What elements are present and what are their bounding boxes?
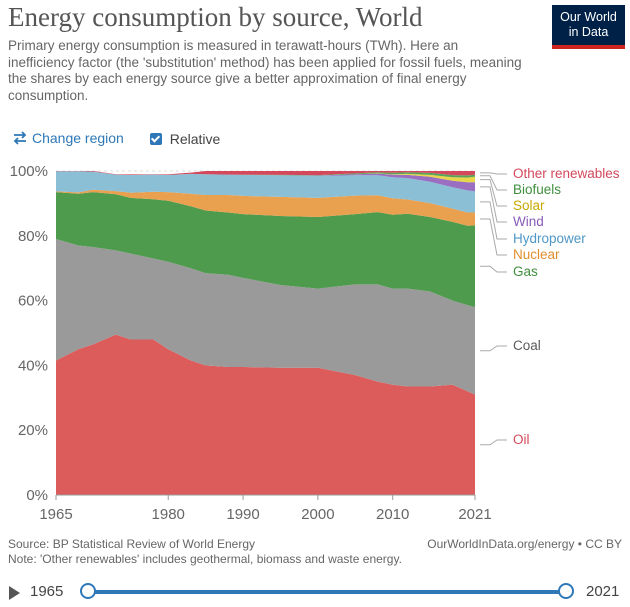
x-tick-label: 1965 [39,506,72,523]
area-biofuels [56,171,475,178]
area-coal [56,239,475,395]
timeline-start-label: 1965 [30,583,64,600]
legend-connector [480,179,507,207]
area-nuclear [56,189,475,226]
stacked-area-chart: 0% 20% 40% 60% 80% 100% 1965 1980 1990 2000 2010 20… [10,163,620,523]
legend-label-oil: Oil [513,432,530,447]
chart-note: Note: 'Other renewables' includes geothe… [8,552,402,566]
relative-toggle[interactable]: Relative [149,131,221,147]
legend-label-nuclear: Nuclear [513,247,560,262]
y-tick-label: 40% [18,357,48,374]
timeline-track[interactable] [88,590,566,594]
x-tick-label: 1990 [226,506,259,523]
timeline-end-label: 2021 [586,583,620,600]
y-tick-label: 80% [18,228,48,245]
change-region-button[interactable]: Change region [12,130,124,146]
x-tick-label: 2021 [458,506,491,523]
source-text: Source: BP Statistical Review of World E… [8,537,255,551]
legend-label-other-renewables: Other renewables [513,166,620,181]
legend-connector [480,439,507,446]
legend-connector [480,172,507,175]
swap-arrows-icon [13,131,27,145]
play-icon[interactable] [9,586,20,600]
area-oil [56,334,475,495]
timeline-end-handle[interactable] [558,583,574,599]
chart-title: Energy consumption by source, World [8,2,423,32]
logo-line-2: in Data [568,25,609,39]
y-tick-label: 60% [18,293,48,310]
legend-label-biofuels: Biofuels [513,182,561,197]
chart-subtitle: Primary energy consumption is measured i… [8,38,522,103]
legend-label-hydropower: Hydropower [513,231,586,246]
legend-connector [480,265,507,273]
y-tick-label: 100% [10,163,48,180]
x-tick-label: 1980 [152,506,185,523]
timeline-start-handle[interactable] [80,583,96,599]
legend-label-gas: Gas [513,264,538,279]
change-region-label: Change region [32,130,124,146]
area-hydropower [56,171,475,213]
attribution-link[interactable]: OurWorldInData.org/energy • CC BY [427,537,622,551]
legend-label-solar: Solar [513,198,545,213]
x-tick-label: 2010 [376,506,409,523]
y-tick-label: 20% [18,422,48,439]
legend-connector [480,345,507,352]
timeline-slider: 1965 2021 [0,578,630,606]
area-other-renewables [56,171,475,176]
y-tick-label: 0% [26,487,48,504]
legend-connector [480,201,507,240]
legend-connector [480,175,507,191]
logo-line-1: Our World [560,10,617,24]
chart-controls: Change region Relative [12,130,220,148]
legend-connector [480,218,507,256]
legend-connector [480,186,507,223]
owid-logo[interactable]: Our World in Data [552,5,625,49]
legend-label-coal: Coal [513,338,541,353]
area-gas [56,192,475,308]
legend-label-wind: Wind [513,214,544,229]
relative-label: Relative [169,131,221,147]
x-tick-label: 2000 [301,506,334,523]
relative-checkbox[interactable] [149,133,162,145]
